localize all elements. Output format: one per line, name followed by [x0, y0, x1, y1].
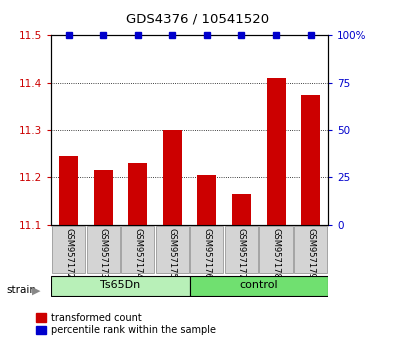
Bar	[87, 226, 120, 273]
Text: strain: strain	[6, 285, 36, 295]
Bar	[294, 226, 327, 273]
Bar	[51, 275, 190, 296]
Text: GSM957179: GSM957179	[306, 228, 315, 279]
Text: GSM957172: GSM957172	[64, 228, 73, 279]
Bar	[301, 95, 320, 225]
Bar	[190, 275, 328, 296]
Text: GSM957174: GSM957174	[133, 228, 142, 279]
Text: GSM957177: GSM957177	[237, 228, 246, 279]
Bar	[52, 226, 85, 273]
Bar	[121, 226, 154, 273]
Text: GSM957173: GSM957173	[99, 228, 108, 279]
Bar	[163, 130, 182, 225]
Bar	[190, 226, 224, 273]
Bar	[94, 170, 113, 225]
Bar	[260, 226, 293, 273]
Bar	[267, 78, 286, 225]
Text: GSM957175: GSM957175	[168, 228, 177, 279]
Text: GSM957178: GSM957178	[271, 228, 280, 279]
Legend: transformed count, percentile rank within the sample: transformed count, percentile rank withi…	[36, 313, 216, 335]
Text: GSM957176: GSM957176	[202, 228, 211, 279]
Bar	[59, 156, 78, 225]
Bar	[198, 175, 216, 225]
Bar	[232, 194, 251, 225]
Text: Ts65Dn: Ts65Dn	[100, 280, 141, 290]
Text: ▶: ▶	[32, 285, 40, 295]
Bar	[156, 226, 189, 273]
Bar	[225, 226, 258, 273]
Text: GDS4376 / 10541520: GDS4376 / 10541520	[126, 12, 269, 25]
Text: control: control	[239, 280, 278, 290]
Bar	[128, 163, 147, 225]
